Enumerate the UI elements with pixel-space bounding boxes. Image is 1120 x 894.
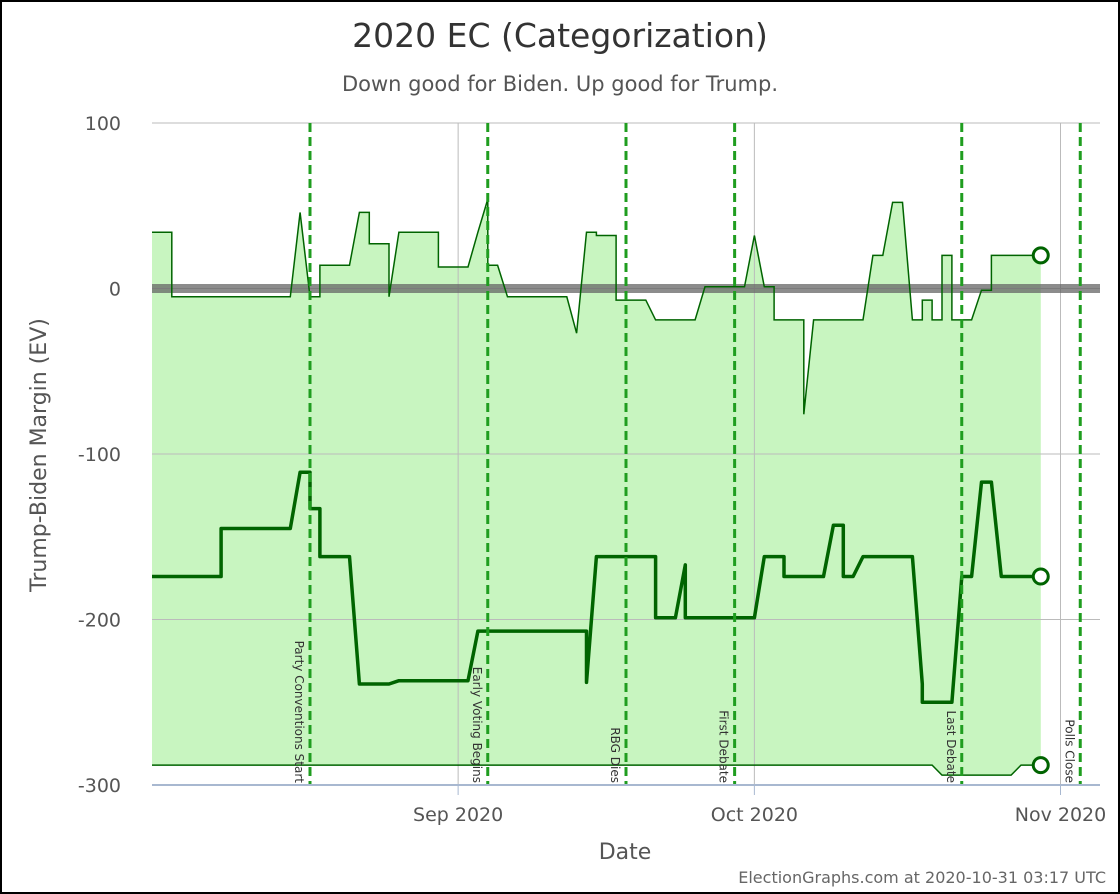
event-label: Last Debate	[944, 711, 958, 784]
current-value-marker-lower	[1031, 756, 1050, 775]
y-tick-label: -300	[78, 775, 121, 797]
x-axis-label: Date	[599, 840, 652, 865]
x-tick-label: Oct 2020	[711, 804, 798, 826]
current-value-marker-expected	[1031, 567, 1050, 586]
y-tick-label: 100	[85, 113, 121, 135]
x-tick-label: Nov 2020	[1015, 804, 1106, 826]
y-tick-label: 0	[109, 279, 121, 301]
current-value-marker-upper	[1031, 246, 1050, 265]
lower-bound-line	[152, 764, 1041, 776]
credit-text: ElectionGraphs.com at 2020-10-31 03:17 U…	[738, 868, 1106, 887]
upper-bound-line	[152, 198, 1041, 415]
expected-margin-line	[152, 470, 1041, 705]
chart-title: 2020 EC (Categorization)	[352, 16, 768, 55]
y-tick-label: -200	[78, 610, 121, 632]
x-tick-label: Sep 2020	[413, 804, 503, 826]
margin-band	[152, 199, 1041, 776]
event-label: Party Conventions Start	[292, 641, 306, 784]
event-label: First Debate	[717, 710, 731, 783]
event-label: Early Voting Begins	[470, 667, 484, 783]
chart-subtitle: Down good for Biden. Up good for Trump.	[342, 72, 778, 96]
band-fill	[152, 199, 1041, 776]
events-group: Party Conventions Start Early Voting Begi…	[292, 123, 1082, 785]
series-group	[152, 198, 1041, 776]
event-label: Polls Close	[1062, 719, 1076, 783]
y-tick-label: -100	[78, 444, 121, 466]
y-axis-label: Trump-Biden Margin (EV)	[27, 318, 52, 593]
event-label: RBG Dies	[608, 727, 622, 783]
axes-group: 100 0 -100 -200 -300 Sep 2020 Oct 2020 Nov 2020	[78, 113, 1106, 826]
markers-group	[1031, 246, 1050, 775]
